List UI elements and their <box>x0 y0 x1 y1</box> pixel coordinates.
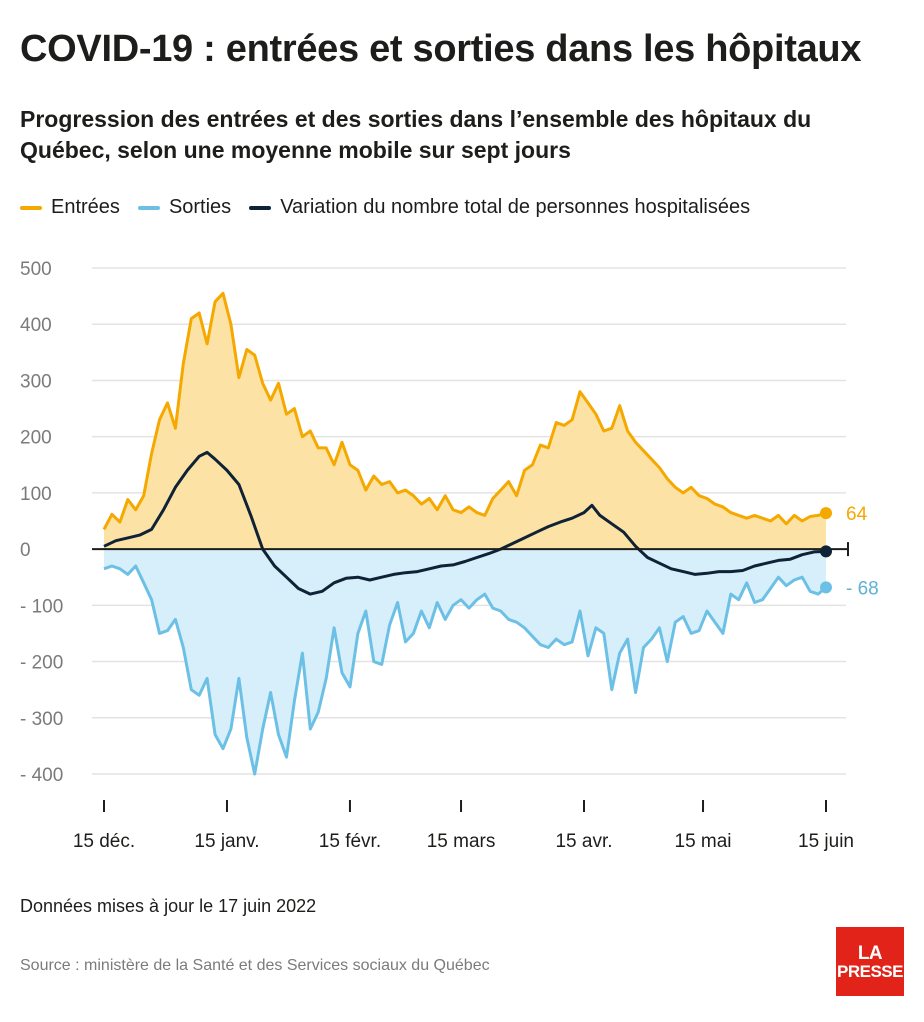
legend-swatch-entrees <box>20 205 42 210</box>
legend-swatch-sorties <box>137 205 160 210</box>
axis-layer: 500 400 300 200 100 0 - 100 - 200 - 300 - 400 15 d… <box>20 259 854 852</box>
line-variation <box>103 450 827 596</box>
logo-line-1: LA <box>857 942 883 964</box>
legend-swatch-variation <box>249 205 272 210</box>
la-presse-logo: LA PRESSE <box>836 927 904 996</box>
y-tick-label: - 100 <box>20 596 63 617</box>
end-label-entrees: 64 <box>846 504 868 525</box>
x-tick-label: 15 mai <box>675 831 732 852</box>
legend-item-entrees: Entrées <box>20 196 120 219</box>
x-tick-label: 15 déc. <box>73 831 135 852</box>
chart-subtitle: Progression des entrées et des sorties d… <box>20 106 812 163</box>
legend-label-entrees: Entrées <box>51 196 120 218</box>
area-sorties <box>104 549 826 774</box>
legend-item-sorties: Sorties <box>137 196 232 219</box>
legend: Entrées Sorties Variation du nombre tota… <box>20 196 750 219</box>
y-tick-label: 100 <box>20 484 52 505</box>
line-layer <box>102 291 827 776</box>
legend-item-variation: Variation du nombre total de personnes h… <box>249 196 750 219</box>
fill-layer <box>104 293 826 774</box>
label-layer: 64 - 68 <box>820 504 879 599</box>
y-tick-label: - 400 <box>20 765 63 786</box>
end-label-sorties: - 68 <box>846 578 879 599</box>
x-tick-label: 15 févr. <box>319 831 381 852</box>
area-entrees <box>104 293 826 550</box>
y-tick-label: 200 <box>20 428 52 449</box>
logo-line-2: PRESSE <box>837 961 903 981</box>
y-tick-label: - 300 <box>20 709 63 730</box>
source-note: Source : ministère de la Santé et des Se… <box>20 957 490 974</box>
y-tick-label: 300 <box>20 371 52 392</box>
update-note: Données mises à jour le 17 juin 2022 <box>20 896 317 916</box>
end-point-entrees <box>820 507 832 520</box>
x-tick-label: 15 juin <box>798 831 854 852</box>
end-point-variation <box>820 545 832 558</box>
line-entrees <box>102 291 827 531</box>
chart-area: 500 400 300 200 100 0 - 100 - 200 - 300 - 400 15 d… <box>20 259 879 852</box>
legend-label-variation: Variation du nombre total de personnes h… <box>280 196 751 218</box>
chart-title: COVID-19 : entrées et sorties dans les h… <box>20 28 862 70</box>
y-tick-label: 0 <box>20 540 31 561</box>
x-tick-label: 15 avr. <box>555 831 612 852</box>
y-tick-label: 400 <box>20 315 52 336</box>
y-tick-label: - 200 <box>20 653 63 674</box>
x-tick-label: 15 mars <box>427 831 496 852</box>
end-point-sorties <box>820 581 832 594</box>
line-sorties <box>103 564 827 776</box>
x-tick-label: 15 janv. <box>194 831 259 852</box>
y-tick-label: 500 <box>20 259 52 280</box>
legend-label-sorties: Sorties <box>168 196 232 218</box>
